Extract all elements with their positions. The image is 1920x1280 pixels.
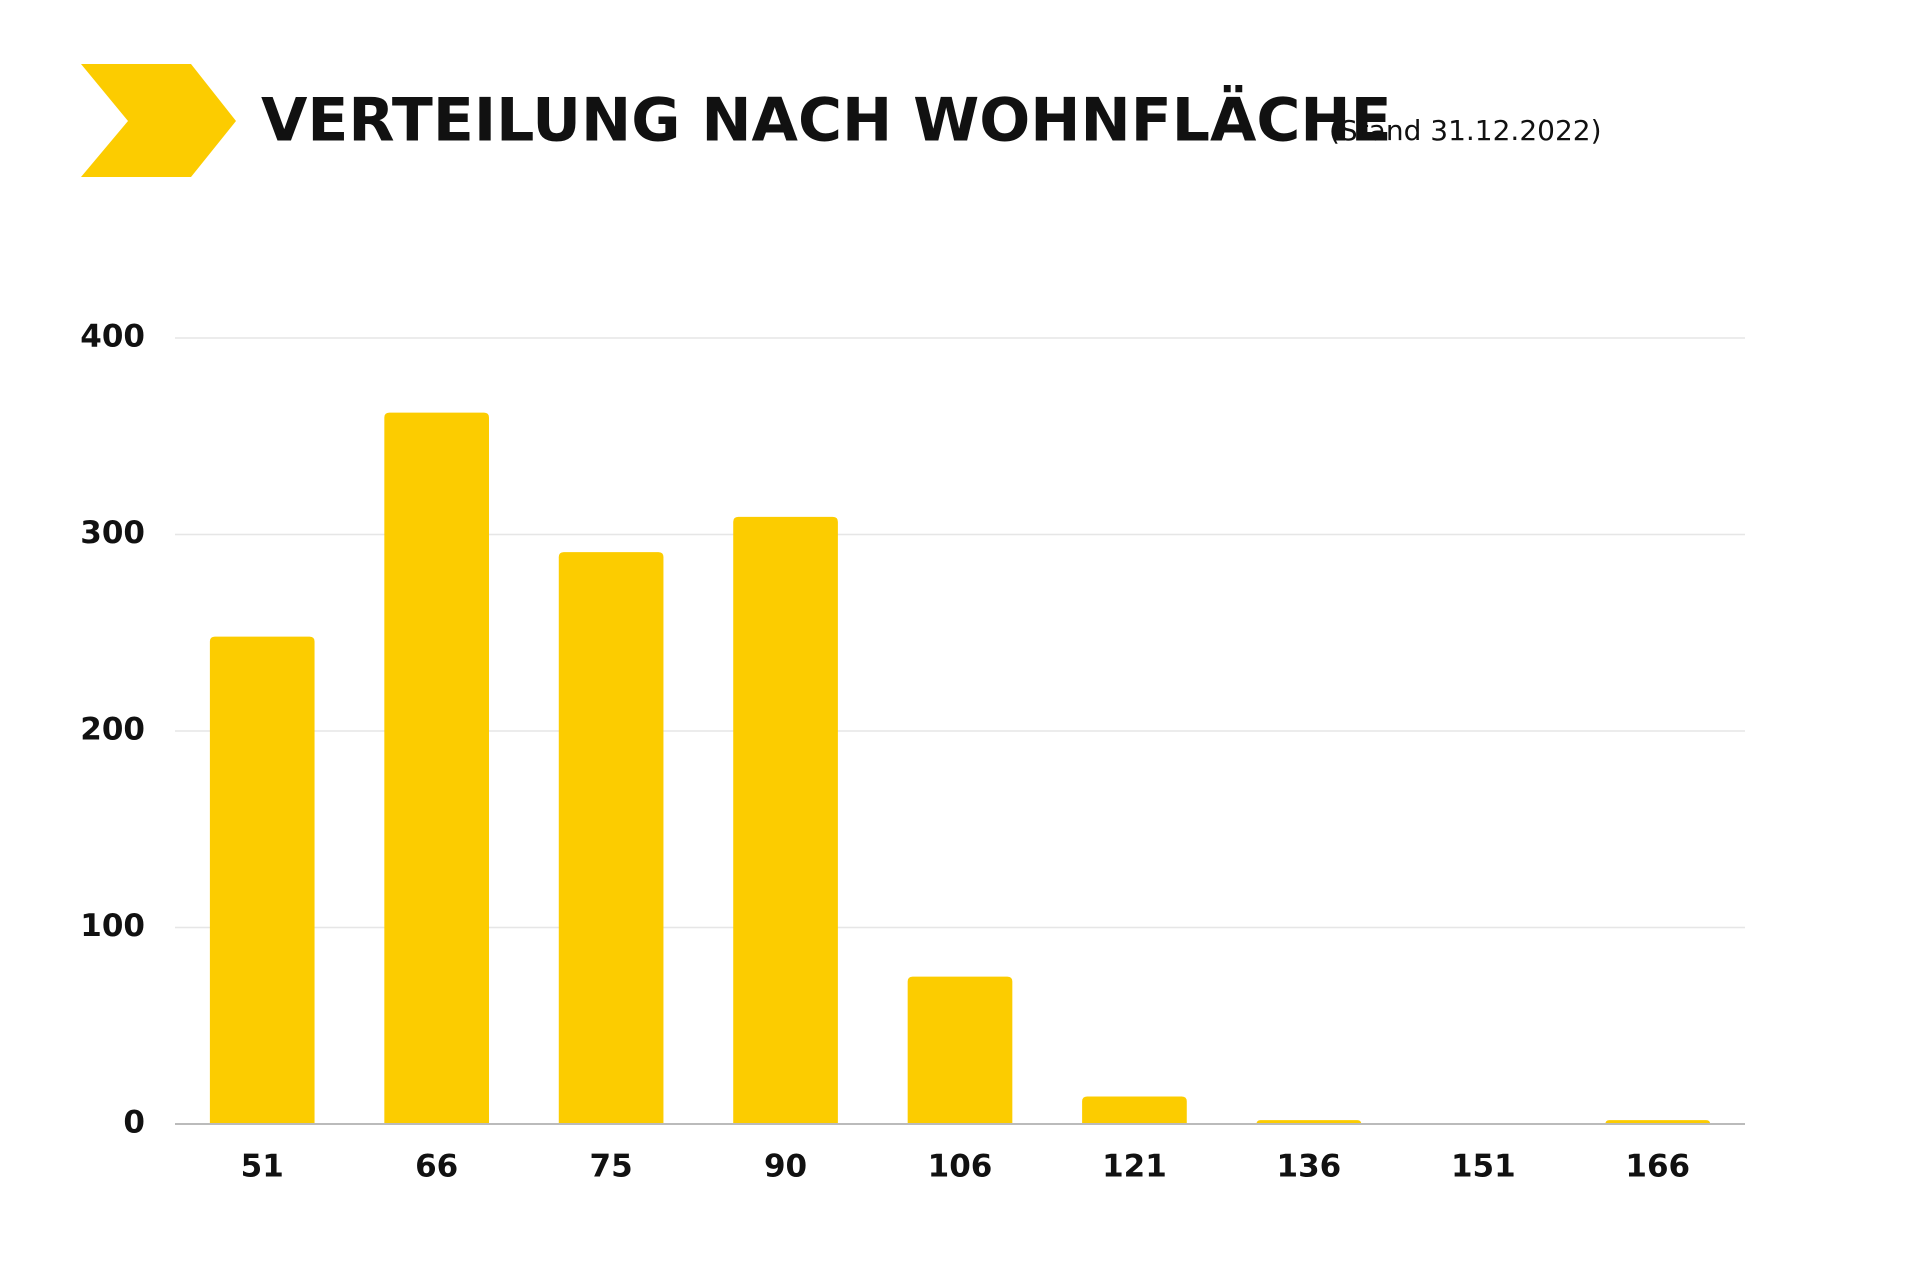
chevron-icon <box>81 64 236 177</box>
x-tick-label: 106 <box>928 1149 993 1185</box>
y-tick-label: 200 <box>80 712 145 748</box>
y-tick-label: 0 <box>123 1105 145 1141</box>
x-tick-label: 90 <box>764 1149 807 1185</box>
chart-subtitle: (Stand 31.12.2022) <box>1329 114 1602 147</box>
y-tick-label: 300 <box>80 515 145 551</box>
y-tick-label: 400 <box>80 319 145 355</box>
x-tick-label: 66 <box>415 1149 458 1185</box>
x-tick-label: 166 <box>1625 1149 1690 1185</box>
x-tick-label: 151 <box>1451 1149 1516 1185</box>
x-tick-label: 136 <box>1277 1149 1342 1185</box>
bar <box>733 516 838 1124</box>
x-tick-label: 75 <box>590 1149 633 1185</box>
bar <box>384 412 489 1124</box>
x-tick-label: 121 <box>1102 1149 1167 1185</box>
y-tick-label: 100 <box>80 908 145 944</box>
bar <box>1082 1096 1187 1124</box>
bar <box>209 636 315 1124</box>
bar <box>907 976 1013 1124</box>
x-tick-label: 51 <box>241 1149 284 1185</box>
bar <box>558 552 664 1124</box>
chart-title: VERTEILUNG NACH WOHNFLÄCHE <box>261 84 1392 156</box>
